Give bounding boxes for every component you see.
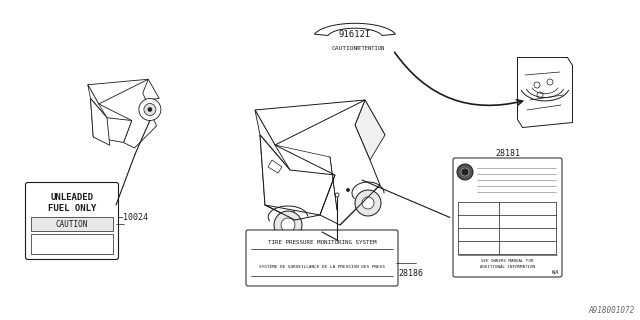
Circle shape: [335, 193, 339, 197]
Circle shape: [148, 108, 152, 111]
Circle shape: [362, 197, 374, 209]
Bar: [31, 217, 113, 231]
Text: CAUTION: CAUTION: [332, 45, 358, 51]
Polygon shape: [255, 100, 385, 145]
Bar: [31, 234, 113, 254]
Text: CAUTION: CAUTION: [56, 220, 88, 228]
Polygon shape: [90, 99, 132, 142]
Text: UNLEADED: UNLEADED: [51, 193, 93, 202]
Circle shape: [274, 211, 302, 239]
Text: A918001072: A918001072: [589, 306, 635, 315]
Text: TIRE PRESSURE MONITORING SYSTEM: TIRE PRESSURE MONITORING SYSTEM: [268, 239, 376, 244]
FancyBboxPatch shape: [453, 158, 562, 277]
Polygon shape: [518, 58, 573, 127]
Circle shape: [461, 168, 469, 176]
FancyBboxPatch shape: [246, 230, 398, 286]
Text: 91612I: 91612I: [339, 29, 371, 38]
Polygon shape: [99, 79, 157, 148]
Polygon shape: [268, 160, 282, 173]
Polygon shape: [314, 23, 396, 36]
Text: —10024: —10024: [118, 212, 148, 221]
Polygon shape: [90, 99, 109, 145]
Polygon shape: [355, 100, 385, 160]
Polygon shape: [255, 110, 290, 170]
Circle shape: [457, 164, 473, 180]
Text: ATTENTION: ATTENTION: [356, 45, 386, 51]
Circle shape: [144, 103, 156, 116]
Polygon shape: [88, 85, 107, 118]
Polygon shape: [260, 135, 335, 215]
Circle shape: [355, 190, 381, 216]
Text: WA: WA: [552, 269, 558, 275]
Text: 28186: 28186: [398, 269, 423, 278]
FancyBboxPatch shape: [26, 182, 118, 260]
Text: ADDITIONAL INFORMATION: ADDITIONAL INFORMATION: [480, 265, 535, 269]
Polygon shape: [275, 100, 380, 225]
Text: SEE OWNERS MANUAL FOR: SEE OWNERS MANUAL FOR: [481, 259, 534, 263]
Circle shape: [139, 99, 161, 121]
Text: FUEL ONLY: FUEL ONLY: [48, 204, 96, 212]
Polygon shape: [88, 79, 159, 104]
Circle shape: [346, 188, 349, 191]
Text: SYSTÈME DE SURVEILLANCE DE LA PRESSION DES PNEUS: SYSTÈME DE SURVEILLANCE DE LA PRESSION D…: [259, 265, 385, 269]
Polygon shape: [260, 135, 295, 220]
Text: 28181: 28181: [495, 148, 520, 157]
Circle shape: [281, 218, 295, 232]
